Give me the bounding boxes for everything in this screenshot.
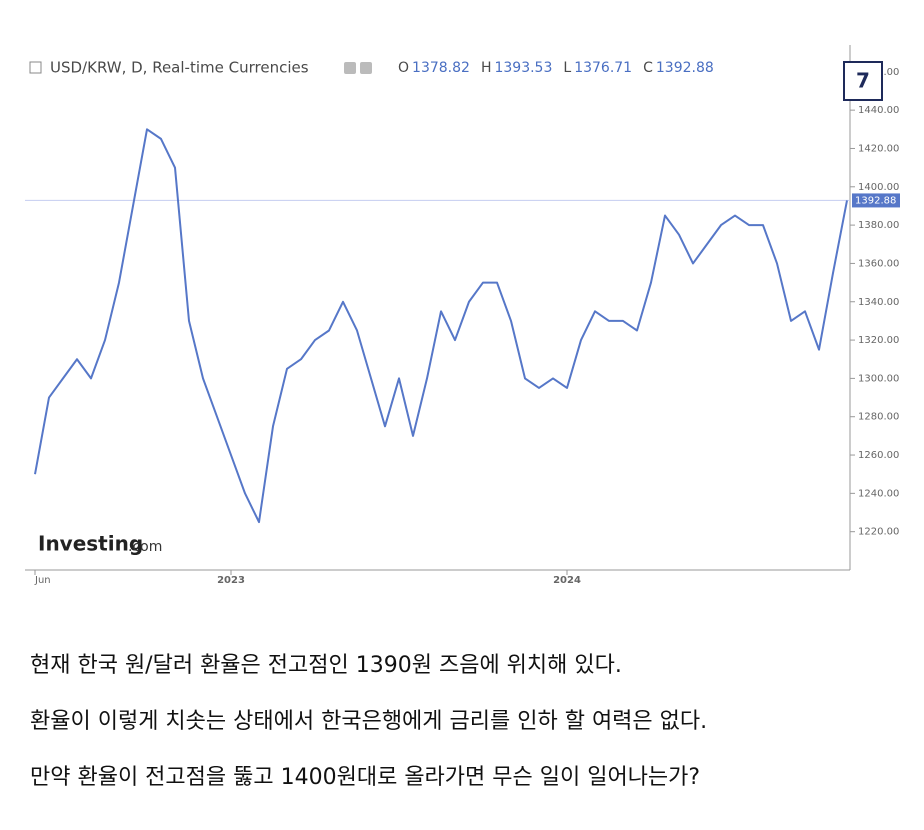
- ohlc-value: 1378.82: [412, 60, 470, 76]
- last-price-label: 1392.88: [855, 195, 896, 206]
- ohlc-label: C: [643, 60, 653, 76]
- y-tick-label: 1260.00: [858, 450, 899, 461]
- y-tick-label: 1240.00: [858, 488, 899, 499]
- settings-icon[interactable]: [360, 62, 372, 74]
- y-tick-label: 1340.00: [858, 297, 899, 308]
- paragraphs: 현재 한국 원/달러 환율은 전고점인 1390원 즈음에 위치해 있다. 환율이…: [30, 653, 707, 790]
- y-tick-label: 1220.00: [858, 527, 899, 538]
- ohlc-label: L: [563, 60, 571, 76]
- paragraph: 환율이 이렇게 치솟는 상태에서 한국은행에게 금리를 인하 할 여력은 없다.: [30, 709, 707, 734]
- ohlc-label: H: [481, 60, 492, 76]
- y-tick-label: 1420.00: [858, 143, 899, 154]
- ohlc-label: O: [398, 60, 409, 76]
- y-tick-label: 1380.00: [858, 220, 899, 231]
- ohlc-value: 1393.53: [494, 60, 552, 76]
- y-tick-label: 1280.00: [858, 412, 899, 423]
- badge-box: [843, 61, 883, 101]
- y-tick-label: 1400.00: [858, 182, 899, 193]
- paragraph: 만약 환율이 전고점을 뚫고 1400원대로 올라가면 무슨 일이 일어나는가?: [30, 765, 700, 790]
- plot: 1220.00 1240.00 1260.00 1280.00 1300.00 1320.…: [25, 67, 900, 586]
- badge: 7: [856, 69, 870, 93]
- y-tick-label: 1360.00: [858, 258, 899, 269]
- logo-suffix: .com: [128, 539, 162, 555]
- logo-brand: Investing: [38, 532, 143, 556]
- x-tick-label: 2023: [217, 575, 245, 586]
- ohlc-value: 1376.71: [574, 60, 632, 76]
- price-line-series: [34, 128, 848, 524]
- settings-icon[interactable]: [344, 62, 356, 74]
- ohlc-group: O 1378.82 H 1393.53 L 1376.71 C 1392.88: [398, 60, 714, 76]
- y-tick-label: 1320.00: [858, 335, 899, 346]
- x-tick-label: Jun: [34, 575, 51, 586]
- paragraph: 현재 한국 원/달러 환율은 전고점인 1390원 즈음에 위치해 있다.: [30, 653, 622, 678]
- y-tick-label: 1440.00: [858, 105, 899, 116]
- ohlc-value: 1392.88: [656, 60, 714, 76]
- chart-title: USD/KRW, D, Real-time Currencies: [50, 59, 309, 77]
- x-tick-label: 2024: [553, 575, 581, 586]
- last-price-box: [852, 193, 900, 208]
- y-tick-label: 1300.00: [858, 373, 899, 384]
- collapse-icon[interactable]: [29, 61, 42, 74]
